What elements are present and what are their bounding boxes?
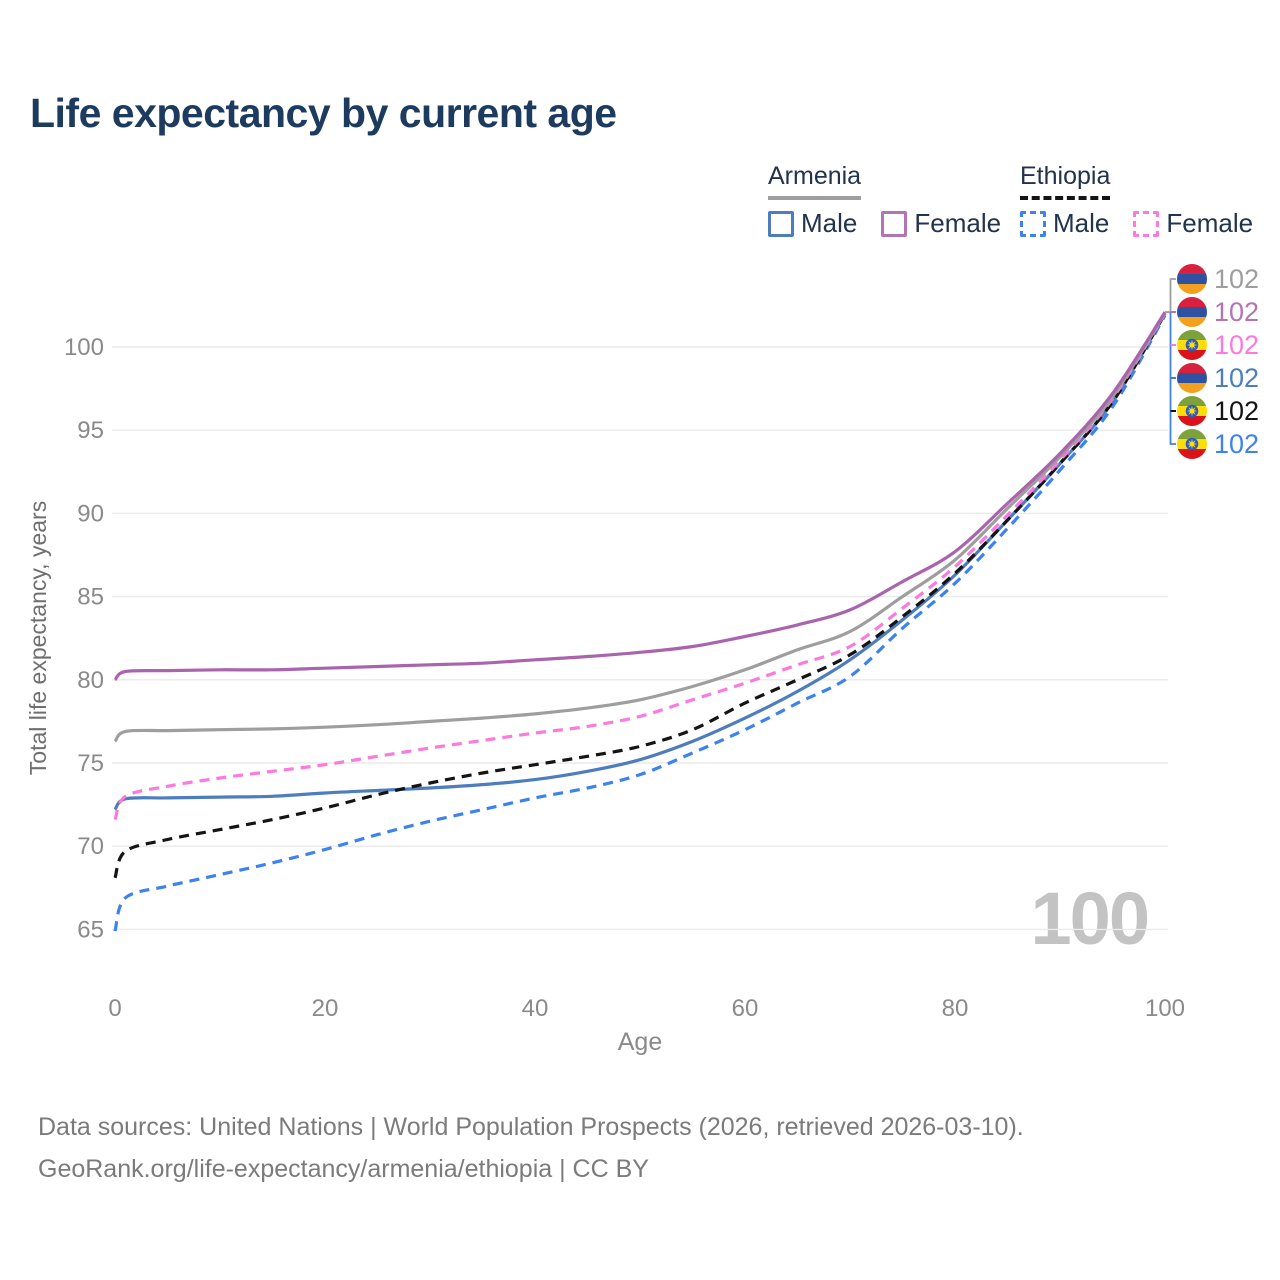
legend-country-ethiopia[interactable]: Ethiopia <box>1020 162 1111 200</box>
legend-label-armenia-male[interactable]: Male <box>801 208 858 238</box>
legend-swatch-armenia-male[interactable] <box>768 210 794 237</box>
flag-icon-ethiopia <box>1177 330 1207 360</box>
series-lines <box>113 311 1167 932</box>
series-line-ethiopia-female[interactable] <box>113 312 1167 821</box>
x-tick-label: 20 <box>312 995 339 1022</box>
legend-label-ethiopia-female[interactable]: Female <box>1166 208 1254 238</box>
y-tick-label: 75 <box>77 750 104 777</box>
y-tick-label: 85 <box>77 584 104 611</box>
grid-and-axes: 65 70 75 80 85 90 95 100 0 20 40 60 80 100 Age Total li… <box>25 334 1185 1056</box>
x-tick-label: 80 <box>942 995 969 1022</box>
end-value-label: 102 <box>1214 264 1259 294</box>
y-tick-label: 80 <box>77 667 104 694</box>
y-tick-label: 65 <box>77 916 104 943</box>
end-value-label: 102 <box>1214 429 1259 459</box>
page-title: Life expectancy by current age <box>30 90 617 136</box>
footer-sources: Data sources: United Nations | World Pop… <box>38 1113 1024 1141</box>
year-watermark: 100 <box>1030 877 1150 960</box>
flag-icon-armenia <box>1177 297 1207 327</box>
footer-attribution: GeoRank.org/life-expectancy/armenia/ethi… <box>38 1155 649 1183</box>
flag-icon-armenia <box>1177 363 1207 393</box>
y-tick-label: 95 <box>77 417 104 444</box>
end-value-label: 102 <box>1214 297 1259 327</box>
legend-row-ethiopia: Male Female <box>1020 208 1253 239</box>
y-tick-label: 90 <box>77 500 104 527</box>
end-value-label: 102 <box>1214 396 1259 426</box>
legend-row-armenia: Male Female <box>768 208 1001 239</box>
legend-label-armenia-female[interactable]: Female <box>914 208 1002 238</box>
end-value-label: 102 <box>1214 330 1259 360</box>
y-axis-title: Total life expectancy, years <box>25 501 51 775</box>
x-tick-label: 40 <box>522 995 549 1022</box>
legend-group-armenia: Armenia Male Female <box>768 162 1001 239</box>
flag-icon-armenia <box>1177 264 1207 294</box>
series-line-armenia-female[interactable] <box>113 311 1167 682</box>
x-tick-label: 100 <box>1145 995 1185 1022</box>
flag-icon-ethiopia <box>1177 396 1207 426</box>
legend-swatch-armenia-female[interactable] <box>881 210 908 237</box>
y-tick-label: 100 <box>64 334 104 361</box>
end-value-label: 102 <box>1214 363 1259 393</box>
legend-swatch-ethiopia-female[interactable] <box>1133 210 1160 237</box>
end-label-leaders <box>1165 278 1176 445</box>
series-line-armenia-male[interactable] <box>113 312 1167 811</box>
series-line-ethiopia-male[interactable] <box>113 314 1167 932</box>
x-tick-label: 60 <box>732 995 759 1022</box>
legend-country-armenia[interactable]: Armenia <box>768 162 862 200</box>
x-axis-title: Age <box>618 1028 662 1056</box>
x-tick-label: 0 <box>108 995 121 1022</box>
flag-icon-ethiopia <box>1177 429 1207 459</box>
series-line-ethiopia-all[interactable] <box>113 312 1167 879</box>
footer: Data sources: United Nations | World Pop… <box>38 1106 1024 1190</box>
legend-label-ethiopia-male[interactable]: Male <box>1053 208 1110 238</box>
y-tick-label: 70 <box>77 833 104 860</box>
legend-swatch-ethiopia-male[interactable] <box>1020 210 1046 237</box>
series-line-armenia-all[interactable] <box>113 312 1167 743</box>
legend-group-ethiopia: Ethiopia Male Female <box>1020 162 1253 239</box>
